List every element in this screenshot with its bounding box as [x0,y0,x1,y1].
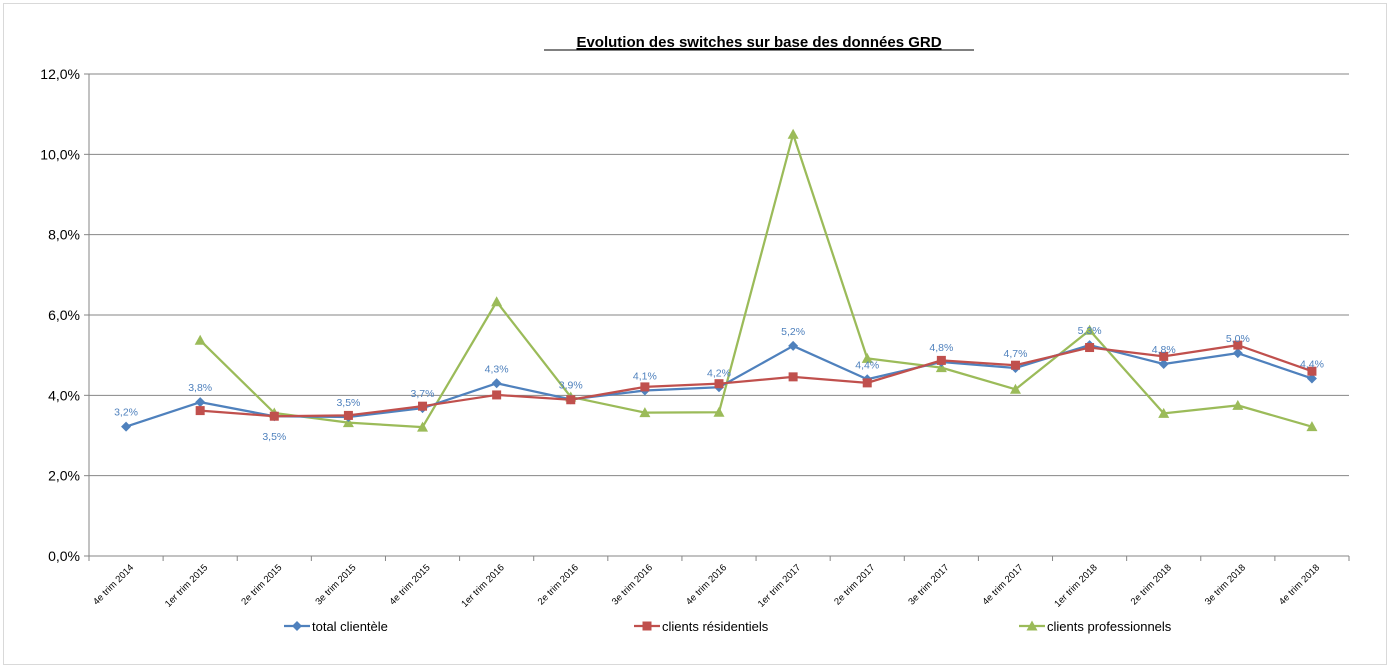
y-tick-label: 10,0% [40,146,80,162]
data-point [1159,351,1169,361]
data-point [343,410,353,420]
data-point [640,382,650,392]
data-point [1010,360,1020,370]
data-label: 4,8% [929,342,953,354]
data-point [936,355,946,365]
data-label: 4,2% [707,367,731,379]
legend-label: clients résidentiels [662,619,769,634]
data-point [1232,399,1244,410]
data-label: 5,0% [1226,333,1250,345]
data-label: 4,8% [1152,344,1176,356]
data-point [491,296,503,307]
data-point [491,378,502,389]
x-tick-label: 3e trim 2017 [906,562,951,607]
y-tick-label: 2,0% [48,468,80,484]
data-point [639,407,651,418]
series-lines [121,128,1318,432]
line-chart: Evolution des switches sur base des donn… [40,34,1350,634]
chart-title: Evolution des switches sur base des donn… [576,34,941,51]
data-point [1232,348,1243,359]
data-point [862,378,872,388]
x-tick-label: 4e trim 2018 [1277,562,1322,607]
data-point [195,397,206,408]
x-tick-label: 3e trim 2016 [610,562,655,607]
x-axis-ticks: 4e trim 2014 1er trim 2015 2e trim 2015 3e … [91,562,1322,609]
data-point [787,128,799,139]
data-point [566,395,576,405]
x-tick-label: 1er trim 2018 [1052,562,1099,609]
data-label: 4,7% [1004,348,1028,360]
data-point [121,421,132,432]
data-labels: 3,2% 3,8% 3,5% 3,5% 3,7% 4,3% 3,9% 4,1% 4,2% 5,2%… [114,325,1324,443]
data-point [417,421,429,432]
data-label: 3,7% [411,388,435,400]
chart-frame: Evolution des switches sur base des donn… [3,3,1387,665]
series-2 [194,128,1318,432]
data-label: 5,2% [781,326,805,338]
data-point [935,362,947,373]
x-tick-label: 2e trim 2016 [536,562,581,607]
x-tick-label: 4e trim 2014 [91,562,136,607]
x-tick-label: 1er trim 2016 [459,562,506,609]
data-point [861,352,873,363]
data-label: 4,3% [485,363,509,375]
x-tick-label: 2e trim 2018 [1129,562,1174,607]
data-point [1233,340,1243,350]
data-point [788,340,799,351]
data-point [418,401,428,411]
y-tick-label: 4,0% [48,387,80,403]
data-label: 3,5% [336,397,360,409]
series-line [199,133,1313,429]
data-label: 3,2% [114,407,138,419]
data-point [195,406,205,416]
data-point [1084,324,1096,335]
data-label: 3,9% [559,379,583,391]
data-label: 5,3% [1078,325,1102,337]
data-point [194,334,206,345]
x-tick-label: 1er trim 2015 [163,562,210,609]
x-tick-label: 2e trim 2015 [239,562,284,607]
data-point [1085,343,1095,353]
y-tick-label: 12,0% [40,66,80,82]
series-line [200,344,1313,418]
gridlines [84,73,1350,561]
data-label: 4,4% [1300,358,1324,370]
data-point [342,417,354,428]
series-1 [195,340,1317,421]
y-tick-label: 8,0% [48,227,80,243]
data-point [1306,373,1317,384]
data-point [492,390,502,400]
data-point [1306,421,1318,432]
legend-label: total clientèle [312,619,388,634]
legend: total clientèle clients résidentiels clien… [284,619,1172,634]
data-point [713,406,725,417]
legend-label: clients professionnels [1047,619,1172,634]
legend-marker [642,621,652,631]
data-point [1009,383,1021,394]
x-tick-label: 4e trim 2017 [980,562,1025,607]
data-point [788,372,798,382]
x-tick-label: 2e trim 2017 [832,562,877,607]
data-label: 4,1% [633,371,657,383]
x-tick-label: 3e trim 2018 [1203,562,1248,607]
data-label: 3,5% [262,431,286,443]
x-tick-label: 1er trim 2017 [756,562,803,609]
legend-marker [1026,620,1038,631]
y-tick-label: 6,0% [48,307,80,323]
x-tick-label: 3e trim 2015 [313,562,358,607]
data-point [1307,366,1317,376]
legend-marker [292,621,302,631]
data-label: 4,4% [855,359,879,371]
data-label: 3,8% [188,382,212,394]
data-point [714,379,724,389]
y-tick-label: 0,0% [48,548,80,564]
y-axis-ticks: 0,0% 2,0% 4,0% 6,0% 8,0% 10,0% 12,0% [40,66,80,564]
x-tick-label: 4e trim 2015 [388,562,433,607]
data-point [1158,359,1169,370]
data-point [269,411,279,421]
x-tick-label: 4e trim 2016 [684,562,729,607]
data-point [1158,407,1170,418]
